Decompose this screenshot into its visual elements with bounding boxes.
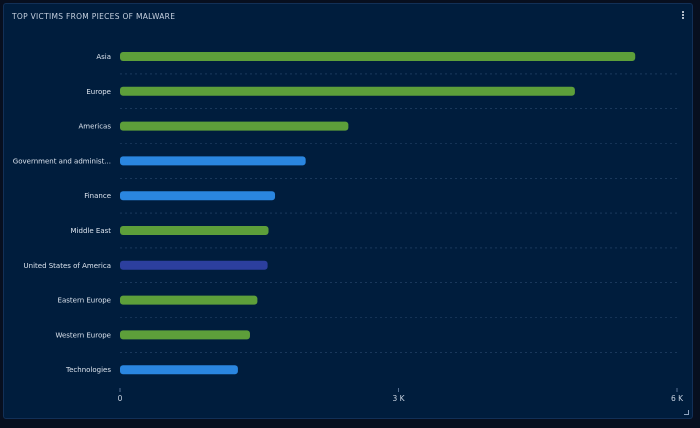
- category-label: Asia: [96, 53, 111, 61]
- category-label: United States of America: [24, 262, 111, 270]
- bar[interactable]: [120, 330, 250, 340]
- category-label: Western Europe: [55, 331, 111, 339]
- bar[interactable]: [120, 365, 238, 375]
- x-tick-label: 3 K: [392, 394, 405, 403]
- bar[interactable]: [120, 156, 306, 166]
- category-label: Eastern Europe: [58, 297, 111, 305]
- category-label: Finance: [84, 192, 111, 200]
- bar[interactable]: [120, 295, 258, 305]
- bar[interactable]: [120, 52, 636, 61]
- category-label: Middle East: [71, 227, 112, 235]
- category-label: Technologies: [65, 366, 111, 374]
- x-tick-label: 0: [118, 394, 123, 403]
- bar[interactable]: [120, 191, 276, 201]
- bar[interactable]: [120, 121, 349, 131]
- category-label: Government and administ...: [13, 157, 111, 165]
- bar[interactable]: [120, 86, 575, 96]
- category-label: Americas: [78, 123, 111, 131]
- resize-corner-icon[interactable]: [684, 410, 689, 415]
- category-label: Europe: [86, 88, 111, 96]
- chart-panel: TOP VICTIMS FROM PIECES OF MALWARE: [3, 3, 693, 419]
- panel-title: TOP VICTIMS FROM PIECES OF MALWARE: [12, 12, 176, 21]
- vertical-ellipsis-icon[interactable]: [680, 11, 686, 21]
- x-tick-label: 6 K: [671, 394, 684, 403]
- bar[interactable]: [120, 260, 268, 270]
- bar[interactable]: [120, 226, 269, 235]
